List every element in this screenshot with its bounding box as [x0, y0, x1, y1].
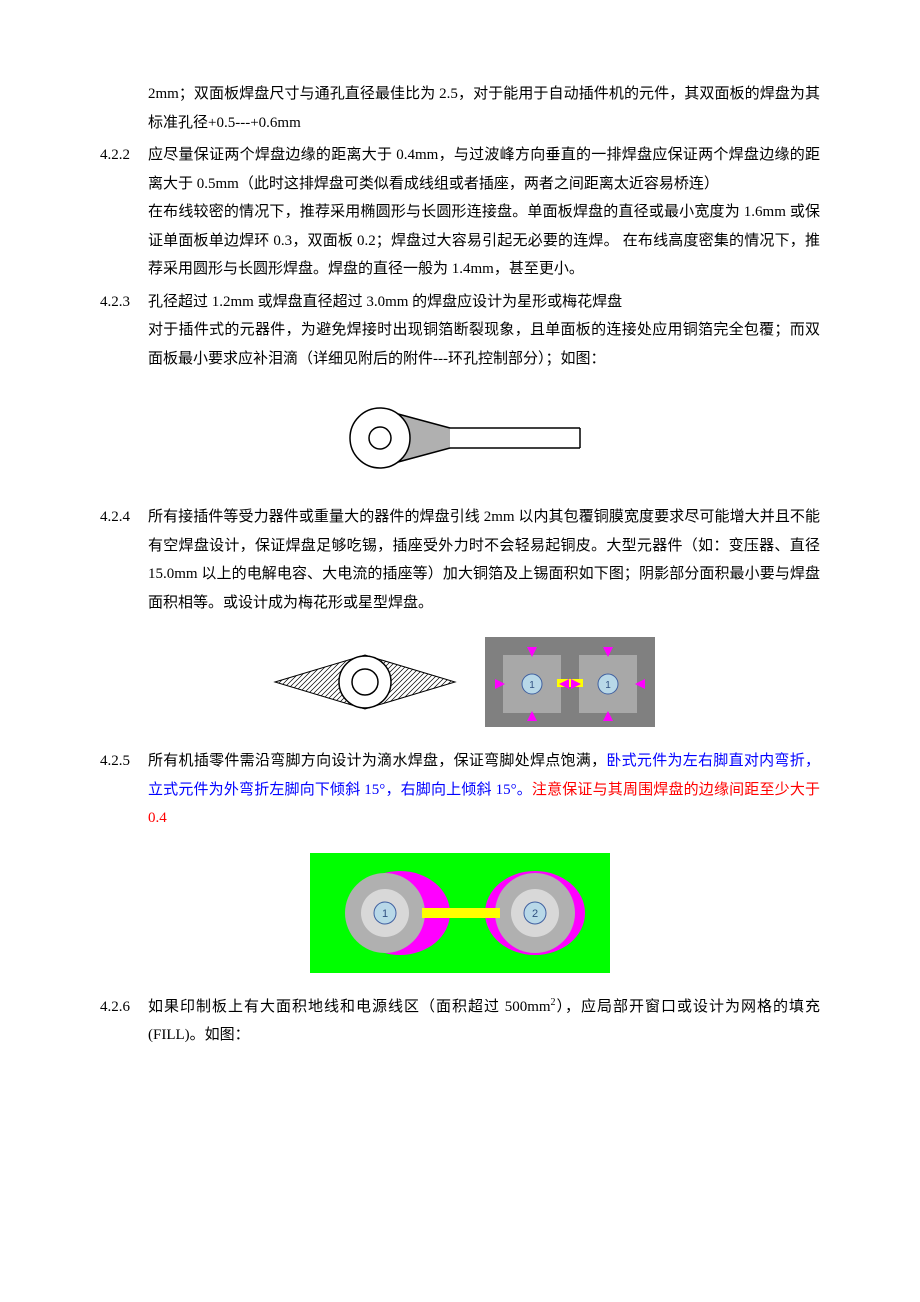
section-text: 孔径超过 1.2mm 或焊盘直径超过 3.0mm 的焊盘应设计为星形或梅花焊盘: [148, 288, 820, 317]
svg-text:1: 1: [529, 680, 535, 691]
flower-pad-svg: 1 1: [485, 637, 655, 727]
drip-pad-svg: 1 2: [310, 853, 610, 973]
svg-text:1: 1: [382, 908, 388, 920]
figure-teardrop-pad: [100, 393, 820, 483]
section-number: 4.2.4: [100, 503, 148, 532]
section-text-2: 在布线较密的情况下，推荐采用椭圆形与长圆形连接盘。单面板焊盘的直径或最小宽度为 …: [148, 198, 820, 284]
figure-drip-pad: 1 2: [100, 853, 820, 973]
section-text-2: 对于插件式的元器件，为避免焊接时出现铜箔断裂现象，且单面板的连接处应用铜箔完全包…: [148, 316, 820, 373]
section-number: 4.2.6: [100, 993, 148, 1022]
section-text: 应尽量保证两个焊盘边缘的距离大于 0.4mm，与过波峰方向垂直的一排焊盘应保证两…: [148, 141, 820, 198]
teardrop-pad-svg: [320, 393, 600, 483]
section-number: 4.2.2: [100, 141, 148, 170]
section-text: 如果印制板上有大面积地线和电源线区（面积超过 500mm2），应局部开窗口或设计…: [148, 993, 820, 1050]
section-text: 所有接插件等受力器件或重量大的器件的焊盘引线 2mm 以内其包覆铜膜宽度要求尽可…: [148, 503, 820, 617]
section-4-2-4: 4.2.4 所有接插件等受力器件或重量大的器件的焊盘引线 2mm 以内其包覆铜膜…: [100, 503, 820, 617]
section-text: 所有机插零件需沿弯脚方向设计为滴水焊盘，保证弯脚处焊点饱满，卧式元件为左右脚直对…: [148, 747, 820, 833]
section-4-2-3: 4.2.3 孔径超过 1.2mm 或焊盘直径超过 3.0mm 的焊盘应设计为星形…: [100, 288, 820, 374]
section-number: 4.2.5: [100, 747, 148, 776]
section-number: 4.2.3: [100, 288, 148, 317]
section-text: 2mm；双面板焊盘尺寸与通孔直径最佳比为 2.5，对于能用于自动插件机的元件，其…: [148, 80, 820, 137]
hatched-diamond-svg: [265, 637, 465, 727]
svg-text:1: 1: [605, 680, 611, 691]
section-text-a: 如果印制板上有大面积地线和电源线区（面积超过 500mm: [148, 999, 551, 1015]
section-text-black: 所有机插零件需沿弯脚方向设计为滴水焊盘，保证弯脚处焊点饱满，: [148, 753, 606, 769]
section-continuation: 2mm；双面板焊盘尺寸与通孔直径最佳比为 2.5，对于能用于自动插件机的元件，其…: [100, 80, 820, 137]
section-4-2-5: 4.2.5 所有机插零件需沿弯脚方向设计为滴水焊盘，保证弯脚处焊点饱满，卧式元件…: [100, 747, 820, 833]
svg-text:2: 2: [532, 908, 538, 920]
section-4-2-2: 4.2.2 应尽量保证两个焊盘边缘的距离大于 0.4mm，与过波峰方向垂直的一排…: [100, 141, 820, 284]
section-4-2-6: 4.2.6 如果印制板上有大面积地线和电源线区（面积超过 500mm2），应局部…: [100, 993, 820, 1050]
figure-large-pads: 1 1: [100, 637, 820, 727]
